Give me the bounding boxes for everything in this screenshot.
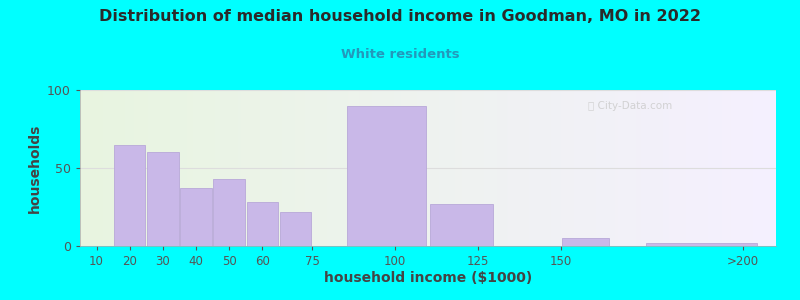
X-axis label: household income ($1000): household income ($1000) — [324, 271, 532, 285]
Bar — [180, 188, 212, 246]
Bar — [114, 145, 146, 246]
Y-axis label: households: households — [27, 123, 42, 213]
Bar — [430, 204, 493, 246]
Text: ⓘ City-Data.com: ⓘ City-Data.com — [588, 101, 672, 111]
Bar — [280, 212, 311, 246]
Bar — [562, 238, 609, 246]
Text: Distribution of median household income in Goodman, MO in 2022: Distribution of median household income … — [99, 9, 701, 24]
Bar — [147, 152, 178, 246]
Text: White residents: White residents — [341, 48, 459, 61]
Bar — [347, 106, 426, 246]
Bar — [646, 243, 757, 246]
Bar — [214, 179, 245, 246]
Bar — [246, 202, 278, 246]
